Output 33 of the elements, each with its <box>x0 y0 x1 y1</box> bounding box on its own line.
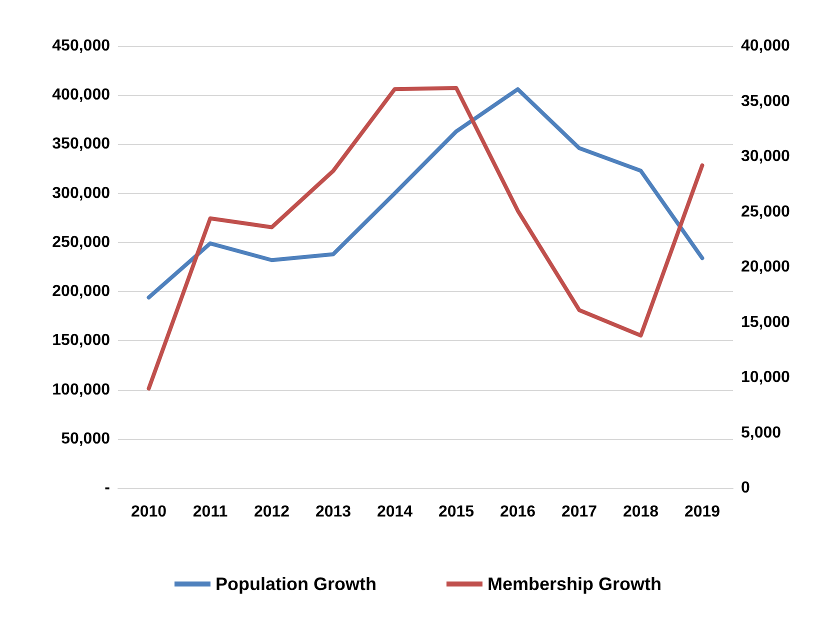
y-tick-label: 200,000 <box>52 283 110 300</box>
y2-tick-label: 25,000 <box>741 203 790 220</box>
x-tick-label: 2018 <box>622 504 659 520</box>
y2-tick-label: 20,000 <box>741 258 790 276</box>
y-tick-label: 100,000 <box>52 381 110 398</box>
y-tick-label: 150,000 <box>52 332 110 350</box>
y-tick-label: 50,000 <box>61 430 110 448</box>
y2-tick-label: 35,000 <box>741 92 790 110</box>
x-tick-label: 2013 <box>315 504 352 520</box>
x-tick-label: 2014 <box>376 504 413 520</box>
y-tick-label: 450,000 <box>52 38 110 54</box>
y2-tick-label: 40,000 <box>741 38 790 54</box>
x-tick-label: 2019 <box>684 504 720 520</box>
y2-tick-label: 10,000 <box>741 369 790 386</box>
x-tick-label: 2012 <box>254 504 290 520</box>
line-series <box>146 86 704 391</box>
y-tick-label: 400,000 <box>52 86 110 104</box>
y2-tick-label: 15,000 <box>741 314 790 331</box>
legend-label: Population Growth <box>216 574 376 594</box>
x-tick-label: 2016 <box>500 504 536 520</box>
legend-label: Membership Growth <box>487 574 662 594</box>
line-series <box>146 87 704 300</box>
y-tick-label: 300,000 <box>52 184 110 202</box>
y2-tick-label: 0 <box>741 480 750 496</box>
y2-tick-label: 5,000 <box>741 424 782 442</box>
x-tick-label: 2010 <box>130 504 167 520</box>
y2-tick-label: 30,000 <box>741 148 790 165</box>
y-tick-label: - <box>104 480 110 496</box>
y-tick-label: 350,000 <box>52 136 110 153</box>
x-tick-label: 2011 <box>192 504 228 520</box>
x-tick-label: 2017 <box>561 504 598 520</box>
x-tick-label: 2015 <box>438 504 474 520</box>
y-tick-label: 250,000 <box>52 234 110 251</box>
